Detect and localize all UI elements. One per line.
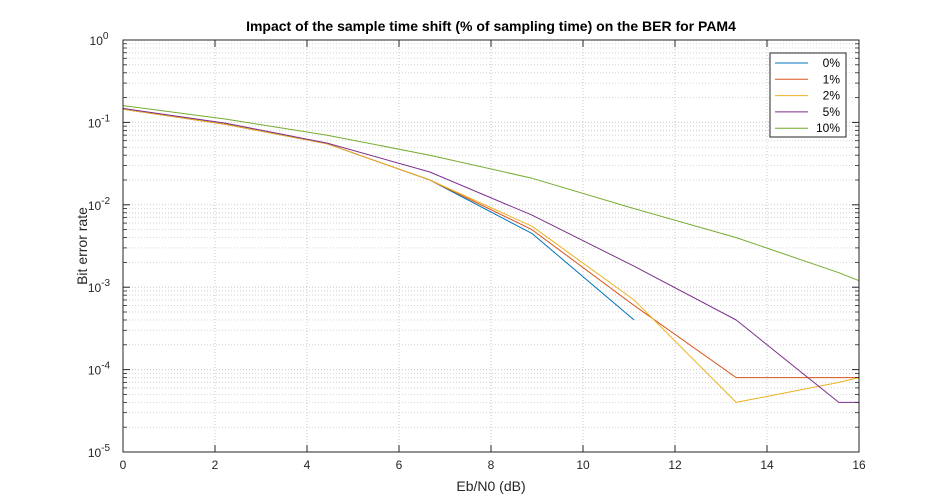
x-tick-label: 8	[488, 458, 495, 472]
y-tick-base: 10	[88, 116, 102, 130]
y-tick-label: 100	[90, 31, 109, 48]
x-tick-label: 2	[212, 458, 219, 472]
y-tick-base: 10	[88, 281, 102, 295]
legend-label-2: 2%	[823, 89, 841, 103]
x-tick-label: 12	[668, 458, 682, 472]
x-tick-label: 14	[760, 458, 774, 472]
x-tick-label: 0	[120, 458, 127, 472]
y-tick-exponent: -3	[101, 278, 110, 289]
x-tick-label: 10	[576, 458, 590, 472]
y-tick-exponent: -1	[101, 113, 110, 124]
ticks	[122, 39, 860, 453]
y-tick-base: 10	[88, 364, 102, 378]
y-tick-exponent: -4	[101, 361, 110, 372]
y-tick-label: 10-4	[88, 361, 111, 378]
legend-label-1: 1%	[823, 72, 841, 86]
x-axis-label: Eb/N0 (dB)	[456, 478, 525, 494]
series-line-3	[122, 107, 859, 403]
legend-label-3: 5%	[823, 105, 841, 119]
x-tick-label: 4	[304, 458, 311, 472]
legend-label-4: 10%	[816, 121, 840, 135]
chart-title: Impact of the sample time shift (% of sa…	[246, 18, 736, 34]
legend-box	[769, 52, 847, 138]
legend-label-0: 0%	[823, 56, 841, 70]
series-line-4	[122, 105, 860, 282]
y-tick-label: 10-2	[88, 196, 111, 213]
x-tick-label: 6	[396, 458, 403, 472]
y-tick-exponent: -5	[101, 443, 110, 454]
series-lines	[122, 105, 860, 403]
y-tick-base: 10	[88, 446, 102, 460]
y-axis-label: Bit error rate	[74, 207, 90, 285]
legend: 0% 1% 2% 5% 10%	[769, 52, 847, 138]
y-tick-label: 10-1	[88, 113, 111, 130]
x-tick-label: 16	[852, 458, 866, 472]
series-line-2	[122, 108, 860, 403]
y-tick-base: 10	[88, 199, 102, 213]
y-tick-exponent: 0	[103, 31, 109, 42]
plot-area	[123, 40, 859, 452]
y-tick-base: 10	[90, 34, 104, 48]
y-tick-exponent: -2	[101, 196, 110, 207]
y-tick-label: 10-5	[88, 443, 111, 460]
y-tick-label: 10-3	[88, 278, 111, 295]
